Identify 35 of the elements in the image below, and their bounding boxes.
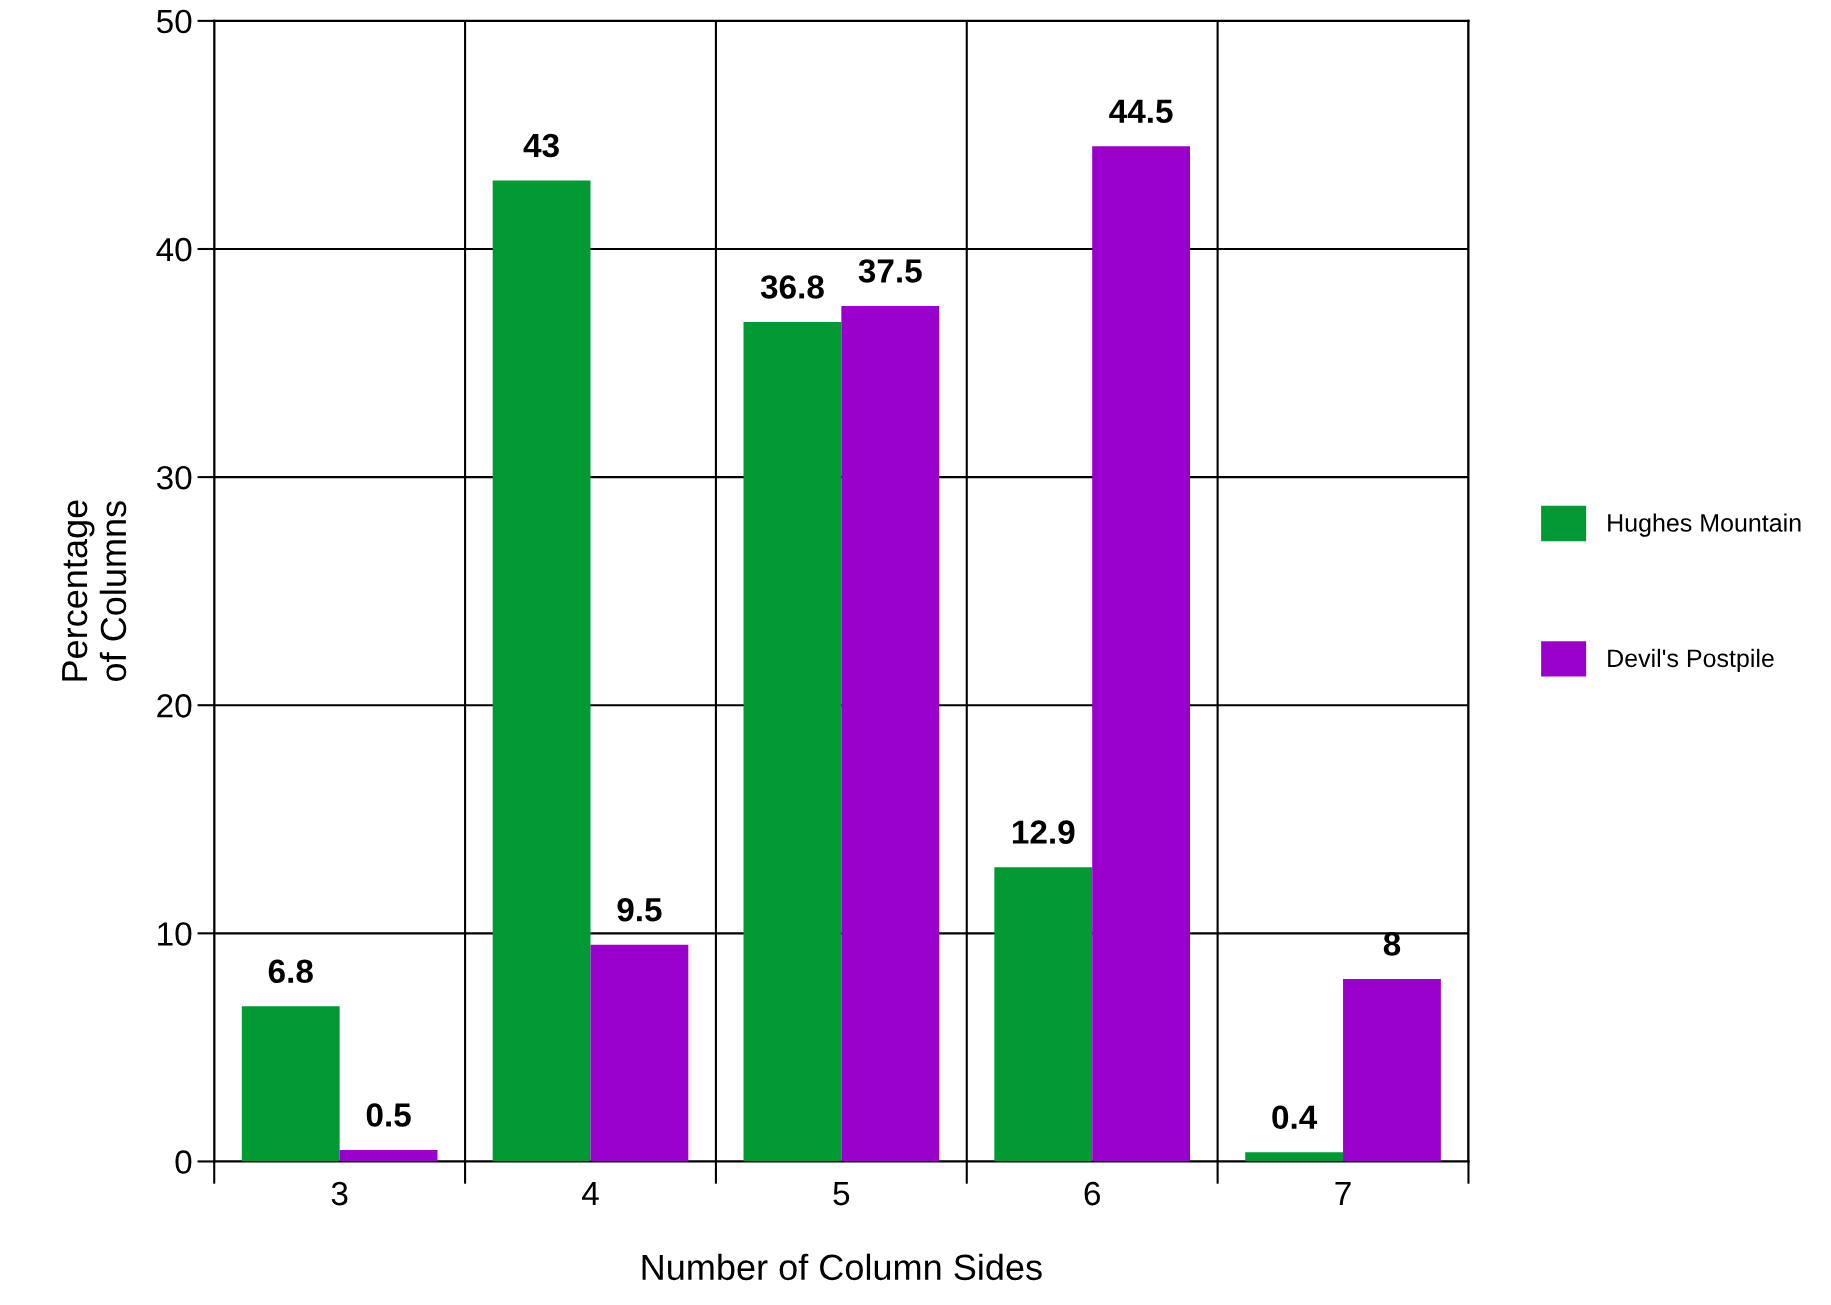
y-tick-label: 0 [175, 1150, 192, 1174]
bar [994, 867, 1093, 1162]
data-label: 12.9 [1012, 820, 1075, 844]
y-axis-title: Percentage of Columns [62, 500, 127, 681]
y-tick-label: 20 [157, 694, 192, 718]
bar [492, 180, 591, 1162]
x-tick-label: 3 [331, 1181, 348, 1206]
y-tick-label: 40 [156, 237, 192, 262]
bar [1245, 1152, 1344, 1162]
bar [1092, 146, 1191, 1162]
data-label: 43 [523, 133, 559, 158]
bar [841, 306, 940, 1162]
x-tick-label: 5 [833, 1182, 850, 1206]
x-tick-label: 4 [581, 1182, 599, 1206]
bar [339, 1150, 438, 1162]
bar [743, 321, 842, 1162]
data-label: 0.5 [366, 1103, 411, 1127]
data-label: 0.4 [1272, 1105, 1318, 1130]
data-label: 37.5 [858, 259, 922, 283]
data-label: 36.8 [760, 275, 824, 299]
bar [1343, 978, 1441, 1162]
y-tick-label: 30 [156, 465, 192, 490]
x-tick-label: 7 [1335, 1182, 1351, 1206]
data-label: 9.5 [617, 897, 662, 922]
y-tick-label: 50 [156, 9, 192, 34]
bar [590, 944, 689, 1162]
data-label: 8 [1383, 932, 1401, 956]
legend-label: Devil's Postpile [1608, 648, 1774, 673]
x-tick-label: 6 [1084, 1181, 1100, 1206]
legend-label: Hughes Mountain [1608, 513, 1801, 537]
data-label: 44.5 [1109, 99, 1173, 124]
bar [241, 1006, 340, 1162]
y-tick-label: 10 [158, 922, 192, 946]
data-label: 6.8 [268, 959, 313, 984]
x-axis-title: Number of Column Sides [642, 1253, 1042, 1281]
